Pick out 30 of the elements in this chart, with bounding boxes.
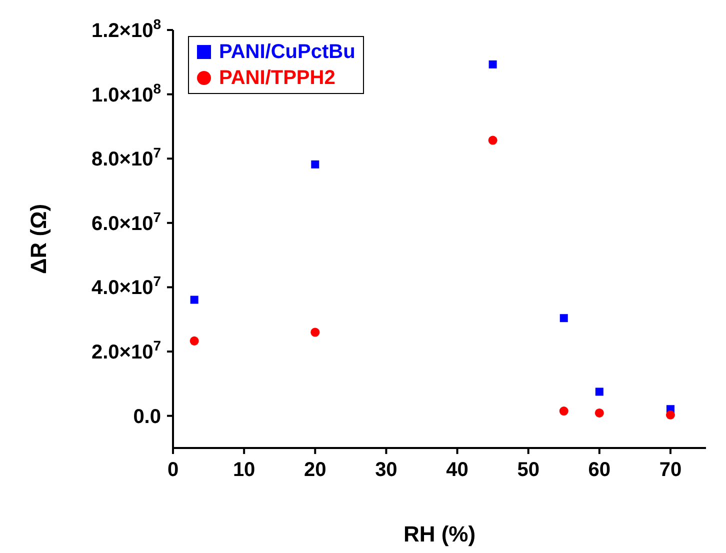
point [666,410,675,420]
point [190,336,199,346]
legend-label: PANI/TPPH2 [219,66,336,91]
y-tick-label: 6.0×10$^{7}$ [91,208,162,235]
y-tick-label: 1.2×10$^{8}$ [91,16,162,42]
point [311,160,320,168]
x-tick-label: 50 [517,459,540,481]
y-axis-title: ΔR (Ω) [26,204,51,274]
y-tick-label: 1.0×10$^{8}$ [91,80,162,106]
point [594,408,604,418]
y-tick-label: 2.0×10$^{7}$ [91,338,162,364]
point [488,60,497,68]
x-tick-label: 20 [304,459,326,481]
x-tick-label: 30 [375,459,398,481]
point [190,296,198,304]
point [595,388,604,396]
x-tick-label: 60 [588,459,611,481]
x-tick-label: 40 [446,459,468,481]
y-tick-label: 8.0×10$^{7}$ [91,144,162,171]
y-tick-label: 4.0×10$^{7}$ [91,273,162,300]
point [560,314,568,322]
x-tick-label: 10 [232,459,256,481]
x-tick-label: 70 [659,459,682,481]
x-tick-label: 0 [167,459,179,481]
x-axis-title: RH (%) [403,522,476,547]
y-tick-label: 0.0 [133,406,161,428]
point [310,328,320,337]
point [488,136,498,145]
point [559,406,568,416]
legend-label: PANI/CuPctBu [219,40,356,65]
